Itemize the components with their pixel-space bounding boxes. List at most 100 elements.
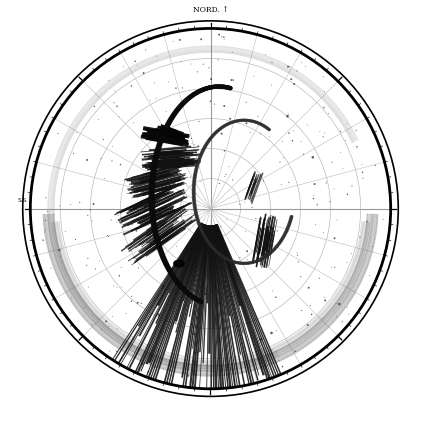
- Point: [67, 201, 74, 208]
- Point: [285, 130, 292, 137]
- Point: [114, 285, 120, 291]
- Point: [311, 181, 318, 187]
- Point: [229, 176, 236, 183]
- Point: [316, 275, 322, 282]
- Point: [323, 180, 330, 187]
- Point: [100, 136, 107, 143]
- Point: [285, 179, 292, 186]
- Point: [103, 318, 109, 325]
- Point: [42, 217, 49, 224]
- Point: [244, 248, 250, 254]
- Point: [269, 346, 275, 353]
- Point: [220, 272, 226, 279]
- Point: [205, 64, 212, 71]
- Point: [185, 372, 192, 379]
- Point: [320, 134, 327, 140]
- Point: [135, 265, 142, 271]
- Point: [76, 199, 83, 206]
- Point: [200, 61, 207, 67]
- Point: [298, 59, 305, 66]
- Point: [116, 113, 123, 120]
- Point: [232, 377, 238, 384]
- Point: [165, 78, 172, 85]
- Point: [130, 188, 136, 195]
- Point: [118, 284, 125, 290]
- Point: [40, 237, 46, 243]
- Point: [218, 33, 225, 40]
- Point: [170, 209, 177, 215]
- Point: [308, 311, 315, 318]
- Point: [169, 232, 176, 239]
- Point: [320, 73, 327, 80]
- Point: [344, 304, 351, 311]
- Point: [288, 76, 295, 83]
- Point: [198, 36, 205, 43]
- Point: [331, 264, 338, 271]
- Point: [170, 38, 177, 45]
- Point: [277, 159, 283, 166]
- Point: [192, 251, 198, 257]
- Point: [107, 348, 113, 354]
- Point: [237, 201, 243, 207]
- Point: [217, 239, 224, 246]
- Point: [132, 259, 139, 266]
- Point: [42, 226, 49, 233]
- Point: [344, 120, 350, 127]
- Point: [329, 159, 336, 166]
- Point: [56, 247, 63, 254]
- Point: [225, 343, 232, 350]
- Point: [339, 318, 346, 325]
- Point: [216, 180, 223, 187]
- Point: [307, 302, 314, 309]
- Point: [155, 196, 162, 203]
- Point: [133, 228, 140, 234]
- Point: [95, 315, 101, 321]
- Point: [327, 198, 333, 205]
- Point: [380, 216, 386, 223]
- Point: [279, 363, 286, 370]
- Point: [250, 73, 257, 80]
- Point: [208, 75, 214, 82]
- Point: [253, 215, 259, 222]
- Point: [163, 108, 170, 115]
- Point: [333, 313, 340, 320]
- Point: [366, 272, 373, 279]
- Point: [215, 56, 221, 63]
- Point: [188, 61, 195, 67]
- Point: [169, 265, 176, 271]
- Point: [337, 149, 344, 156]
- Point: [118, 264, 125, 271]
- Point: [115, 326, 121, 332]
- Point: [123, 310, 129, 317]
- Point: [223, 250, 229, 257]
- Point: [128, 293, 135, 300]
- Point: [285, 111, 292, 117]
- Point: [217, 335, 224, 342]
- Point: [191, 141, 197, 148]
- Point: [227, 257, 234, 264]
- Point: [257, 225, 264, 232]
- Point: [242, 326, 249, 333]
- Point: [193, 190, 200, 197]
- Point: [304, 122, 311, 128]
- Point: [221, 33, 227, 40]
- Point: [257, 336, 264, 343]
- Point: [349, 182, 355, 189]
- Point: [321, 88, 328, 95]
- Point: [171, 354, 178, 361]
- Point: [372, 162, 379, 169]
- Point: [114, 103, 120, 110]
- Point: [108, 217, 115, 223]
- Point: [187, 174, 194, 181]
- Point: [289, 137, 296, 144]
- Point: [291, 81, 298, 87]
- Point: [72, 236, 79, 243]
- Point: [268, 82, 275, 89]
- Point: [353, 127, 360, 134]
- Point: [242, 228, 249, 235]
- Point: [322, 297, 328, 304]
- Point: [173, 85, 179, 92]
- Point: [323, 179, 330, 185]
- Point: [41, 229, 48, 235]
- Point: [274, 228, 281, 234]
